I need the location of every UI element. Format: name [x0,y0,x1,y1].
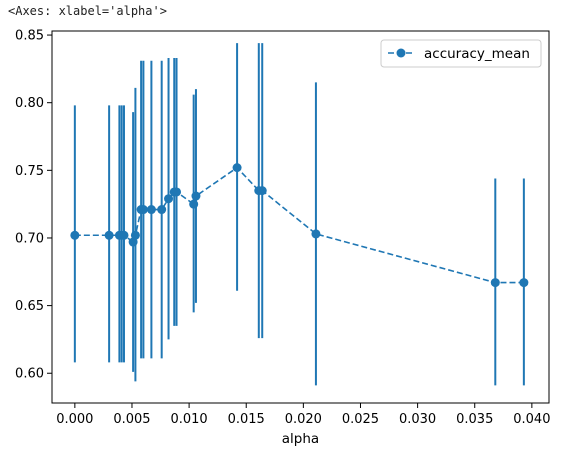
y-axis: 0.60 0.65 0.70 0.75 0.80 0.85 [15,29,52,382]
series-markers [70,163,529,288]
data-point [232,163,242,173]
data-point [490,278,500,288]
x-tick-label: 0.005 [113,412,150,427]
data-point [257,186,267,196]
x-tick-label: 0.015 [228,412,265,427]
legend: accuracy_mean [380,39,542,68]
data-point [128,237,138,247]
x-tick-label: 0.020 [285,412,322,427]
y-tick-label: 0.80 [15,96,44,111]
x-tick-label: 0.030 [399,412,436,427]
data-point [130,230,140,240]
data-point [519,278,529,288]
legend-marker [396,48,406,58]
x-tick-label: 0.025 [342,412,379,427]
data-point [70,230,80,240]
data-point [164,194,174,204]
x-tick-label: 0.010 [170,412,207,427]
axes-repr-text: <Axes: xlabel='alpha'> [8,4,167,18]
data-point [146,205,156,215]
y-tick-label: 0.85 [15,29,44,44]
legend-label: accuracy_mean [424,46,530,62]
data-point [138,205,148,215]
y-tick-label: 0.65 [15,299,44,314]
x-tick-label: 0.040 [513,412,550,427]
data-point [157,205,167,215]
legend-box [380,39,542,68]
y-tick-label: 0.75 [15,164,44,179]
data-point [104,230,114,240]
x-tick-label: 0.035 [456,412,493,427]
y-tick-label: 0.70 [15,231,44,246]
plot-area [51,30,550,404]
data-point [191,191,201,201]
data-point [311,229,321,239]
y-tick-label: 0.60 [15,367,44,382]
x-axis: 0.000 0.005 0.010 0.015 0.020 0.025 0.030 0.035… [56,403,550,427]
x-axis-label: alpha [282,431,319,447]
x-tick-label: 0.000 [56,412,93,427]
data-point [189,199,199,209]
data-point [172,187,182,197]
data-point [119,230,129,240]
